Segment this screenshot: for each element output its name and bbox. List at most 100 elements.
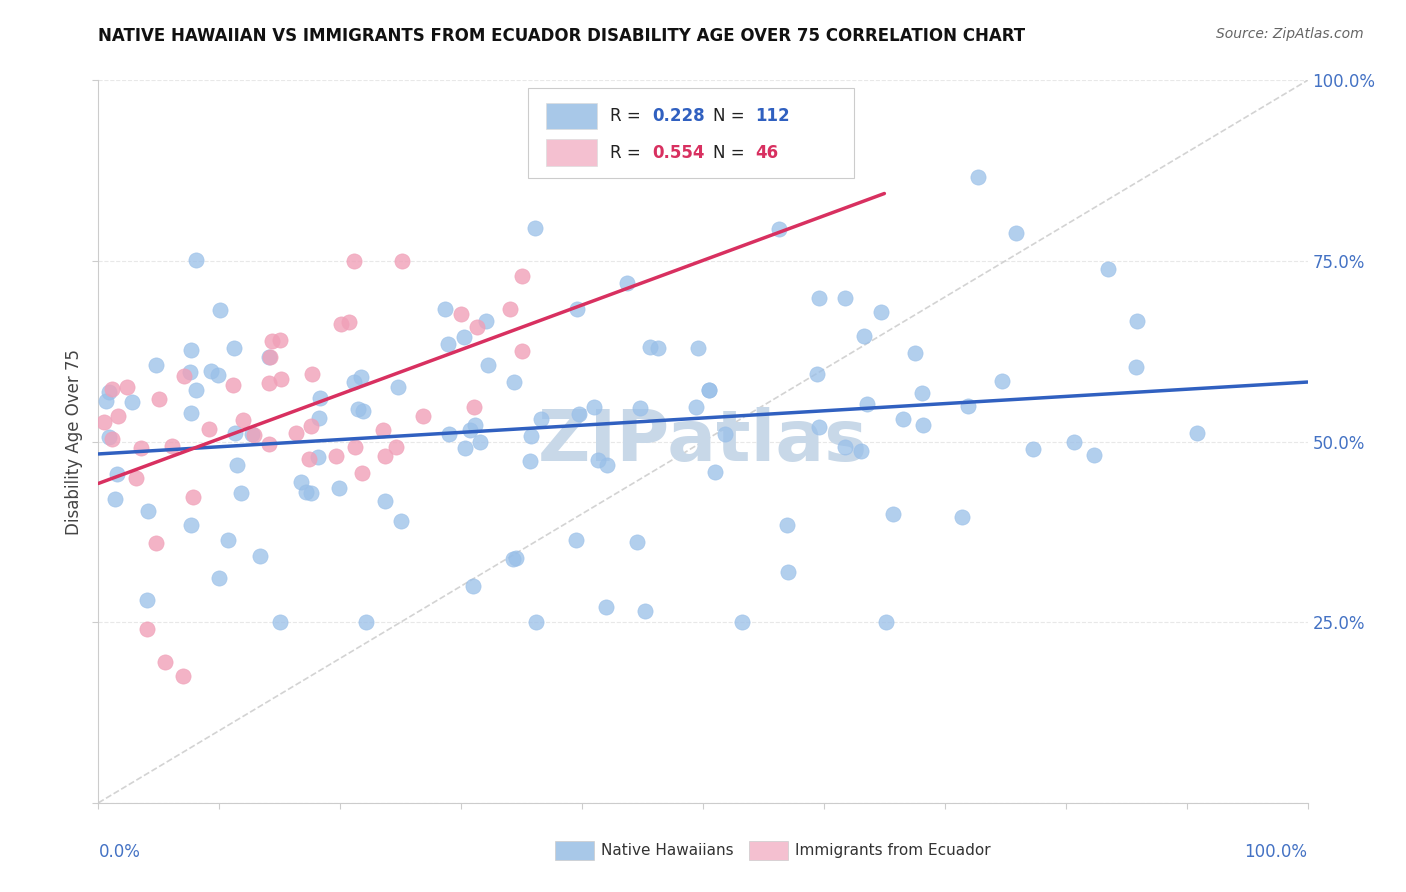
Point xyxy=(232,413,254,427)
Point xyxy=(308,410,330,425)
Point xyxy=(243,427,266,442)
Point xyxy=(853,329,876,343)
Point xyxy=(502,551,524,566)
Point xyxy=(465,320,488,334)
Point xyxy=(911,386,934,401)
Point xyxy=(299,419,322,434)
Point xyxy=(1063,434,1085,449)
Point xyxy=(298,452,321,467)
Point xyxy=(260,334,283,348)
Point xyxy=(391,253,413,268)
Text: 46: 46 xyxy=(755,144,778,161)
Point xyxy=(477,358,499,372)
Point xyxy=(100,432,122,446)
Point xyxy=(453,330,475,344)
Text: R =: R = xyxy=(610,107,645,126)
Point xyxy=(524,615,547,630)
Point xyxy=(628,401,651,415)
FancyBboxPatch shape xyxy=(527,87,855,178)
Point xyxy=(387,380,409,394)
Point xyxy=(834,291,856,305)
Point xyxy=(510,343,533,358)
Point xyxy=(523,221,546,235)
Point xyxy=(1125,313,1147,327)
Point xyxy=(468,434,491,449)
Point xyxy=(148,392,170,406)
Point xyxy=(371,423,394,437)
Point xyxy=(180,406,202,420)
Text: 112: 112 xyxy=(755,107,790,126)
Point xyxy=(768,221,790,235)
Point xyxy=(374,494,396,508)
Point xyxy=(434,301,457,316)
Point xyxy=(172,669,194,683)
Point xyxy=(499,301,522,316)
FancyBboxPatch shape xyxy=(546,139,596,166)
Point xyxy=(991,374,1014,388)
Point xyxy=(301,368,323,382)
Text: NATIVE HAWAIIAN VS IMMIGRANTS FROM ECUADOR DISABILITY AGE OVER 75 CORRELATION CH: NATIVE HAWAIIAN VS IMMIGRANTS FROM ECUAD… xyxy=(98,27,1025,45)
Point xyxy=(145,536,167,550)
Point xyxy=(98,385,121,400)
Point xyxy=(135,623,157,637)
Point xyxy=(911,418,934,433)
Point xyxy=(688,342,710,356)
Text: N =: N = xyxy=(713,144,749,161)
Point xyxy=(350,370,373,384)
Point xyxy=(208,571,231,585)
Point xyxy=(197,422,219,436)
Point xyxy=(454,441,477,455)
Text: 0.554: 0.554 xyxy=(652,144,704,161)
Point xyxy=(181,490,204,504)
Point xyxy=(808,420,831,434)
Point xyxy=(565,533,588,547)
Text: R =: R = xyxy=(610,144,645,161)
Point xyxy=(180,517,202,532)
Point xyxy=(505,550,527,565)
Point xyxy=(626,534,648,549)
Point xyxy=(697,383,720,397)
Point xyxy=(121,394,143,409)
Point xyxy=(647,341,669,355)
Point xyxy=(808,291,831,305)
Point xyxy=(354,615,377,630)
Point xyxy=(269,333,291,347)
Point xyxy=(475,314,498,328)
Point xyxy=(307,450,329,465)
Point xyxy=(596,458,619,472)
Point xyxy=(460,423,482,437)
Point xyxy=(299,486,322,500)
Point xyxy=(208,302,231,317)
Point xyxy=(226,458,249,473)
Point xyxy=(328,481,350,495)
Point xyxy=(173,369,195,384)
Text: N =: N = xyxy=(713,107,749,126)
Text: 0.0%: 0.0% xyxy=(98,843,141,861)
Point xyxy=(284,425,307,440)
Point xyxy=(101,382,124,396)
Text: Source: ZipAtlas.com: Source: ZipAtlas.com xyxy=(1216,27,1364,41)
Point xyxy=(1187,425,1209,440)
Point xyxy=(834,440,856,454)
Point xyxy=(160,439,183,453)
Point xyxy=(714,427,737,442)
Point xyxy=(105,467,128,481)
Point xyxy=(595,599,617,614)
Point xyxy=(295,485,318,500)
Point xyxy=(329,317,352,331)
Point xyxy=(93,416,115,430)
Point xyxy=(257,350,280,364)
Point xyxy=(463,400,485,414)
Point xyxy=(240,427,263,442)
Point xyxy=(856,397,879,411)
Point xyxy=(179,365,201,379)
Point xyxy=(229,486,252,500)
Text: 0.228: 0.228 xyxy=(652,107,704,126)
Point xyxy=(510,268,533,283)
Point xyxy=(98,430,121,444)
Point xyxy=(450,307,472,321)
Point xyxy=(200,363,222,377)
Point xyxy=(437,426,460,441)
Point xyxy=(222,341,245,355)
Point xyxy=(184,383,207,397)
